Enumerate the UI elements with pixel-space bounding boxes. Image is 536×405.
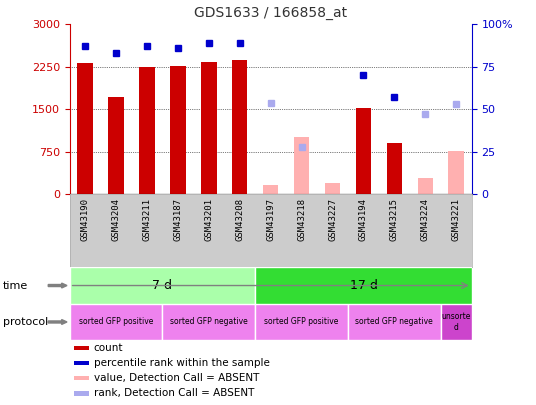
Text: protocol: protocol (3, 317, 48, 327)
Text: rank, Detection Call = ABSENT: rank, Detection Call = ABSENT (94, 388, 254, 399)
Bar (139, 67, 155, 194)
Bar (74, 361, 89, 365)
Text: GSM43190: GSM43190 (80, 198, 90, 241)
Bar (108, 97, 124, 194)
Bar (162, 304, 255, 340)
Text: GSM43204: GSM43204 (111, 198, 121, 241)
Bar (74, 376, 89, 380)
Text: sorted GFP negative: sorted GFP negative (355, 318, 433, 326)
Bar (70, 304, 162, 340)
Bar (386, 143, 402, 194)
Text: GSM43194: GSM43194 (359, 198, 368, 241)
Text: time: time (3, 281, 28, 290)
Bar (449, 151, 464, 194)
Bar (356, 108, 371, 194)
Text: percentile rank within the sample: percentile rank within the sample (94, 358, 270, 368)
Text: GSM43187: GSM43187 (174, 198, 182, 241)
Text: GSM43227: GSM43227 (328, 198, 337, 241)
Text: sorted GFP positive: sorted GFP positive (79, 318, 153, 326)
Bar (201, 62, 217, 194)
Bar (74, 391, 89, 396)
Text: count: count (94, 343, 123, 353)
Text: GSM43201: GSM43201 (204, 198, 213, 241)
Text: GSM43224: GSM43224 (421, 198, 430, 241)
Title: GDS1633 / 166858_at: GDS1633 / 166858_at (194, 6, 347, 21)
Text: value, Detection Call = ABSENT: value, Detection Call = ABSENT (94, 373, 259, 383)
Text: GSM43215: GSM43215 (390, 198, 399, 241)
Text: GSM43221: GSM43221 (452, 198, 461, 241)
Text: GSM43197: GSM43197 (266, 198, 275, 241)
Bar (418, 178, 433, 194)
Bar (170, 66, 185, 194)
Bar (232, 60, 248, 194)
Text: GSM43208: GSM43208 (235, 198, 244, 241)
Bar (255, 267, 472, 304)
Bar (325, 183, 340, 194)
Bar (441, 304, 472, 340)
Bar (70, 267, 255, 304)
Text: unsorte
d: unsorte d (442, 312, 471, 332)
Text: 17 d: 17 d (349, 279, 377, 292)
Bar (263, 185, 278, 194)
Bar (77, 64, 93, 194)
Text: sorted GFP negative: sorted GFP negative (170, 318, 248, 326)
Text: GSM43211: GSM43211 (143, 198, 152, 241)
Bar (255, 304, 348, 340)
Bar (294, 136, 309, 194)
Bar (74, 345, 89, 350)
Bar (348, 304, 441, 340)
Text: GSM43218: GSM43218 (297, 198, 306, 241)
Text: sorted GFP positive: sorted GFP positive (264, 318, 339, 326)
Text: 7 d: 7 d (152, 279, 173, 292)
